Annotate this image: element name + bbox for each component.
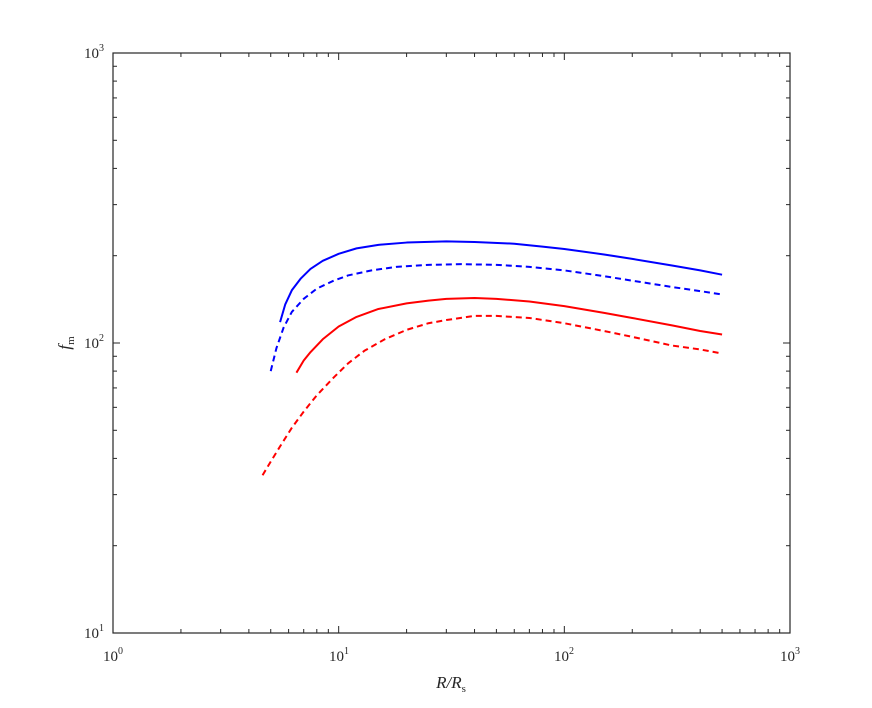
y-tick-label: 101 [84, 623, 104, 642]
plot-frame [112, 52, 791, 634]
series-line-3 [295, 296, 723, 374]
x-axis-label: R/Rs [435, 673, 466, 695]
plot-background [113, 53, 790, 633]
x-tick-labels: 100 101 102 103 [103, 646, 800, 665]
series-line-1 [279, 240, 723, 323]
x-tick-label: 102 [554, 646, 574, 665]
y-axis-label: fm [55, 336, 77, 350]
y-tick-label: 103 [84, 43, 104, 62]
series-line-4 [261, 314, 723, 476]
x-tick-label: 100 [103, 646, 123, 665]
y-tick-labels: 101 102 103 [84, 43, 104, 642]
x-tick-label: 103 [780, 646, 800, 665]
x-tick-label: 101 [329, 646, 349, 665]
series-line-2 [269, 263, 723, 372]
y-tick-label: 102 [84, 333, 104, 352]
series-layer [261, 240, 723, 476]
